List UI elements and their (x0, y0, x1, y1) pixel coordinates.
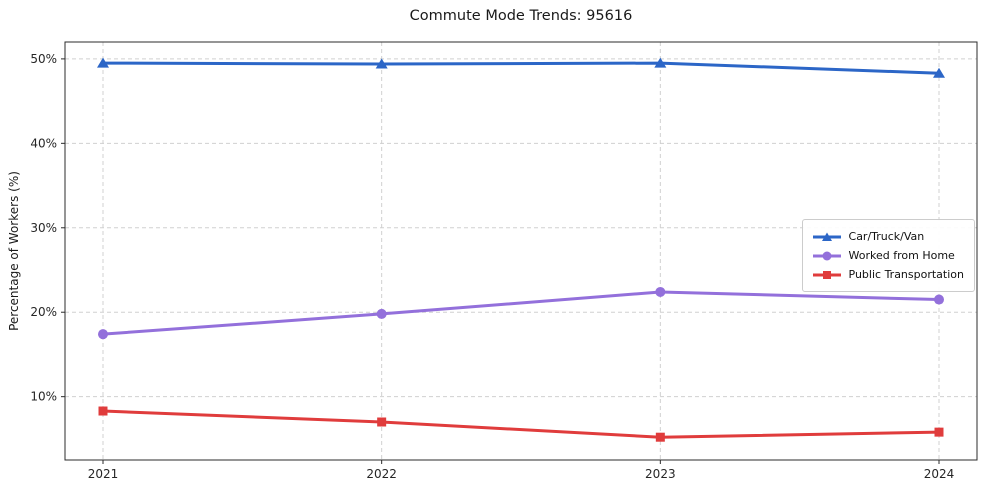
series-line (101, 290, 941, 336)
x-tick-label: 2021 (88, 467, 119, 481)
legend-label: Car/Truck/Van (848, 230, 925, 243)
data-point-marker (98, 406, 108, 416)
legend-item: Car/Truck/Van (812, 227, 964, 246)
data-point-marker (934, 427, 944, 437)
y-tick-label: 20% (30, 305, 57, 319)
y-tick-label: 10% (30, 390, 57, 404)
data-point-marker (97, 57, 109, 68)
legend-sample-triangle-icon (812, 232, 841, 241)
data-point-marker (655, 432, 665, 442)
x-tick-label: 2023 (645, 467, 676, 481)
data-point-marker (98, 329, 108, 340)
axes-box (64, 41, 978, 461)
data-point-marker (933, 67, 945, 78)
data-point-marker (376, 308, 387, 319)
chart-title: Commute Mode Trends: 95616 (409, 8, 633, 24)
y-tick-label: 40% (30, 136, 57, 150)
y-tick-label: 50% (30, 52, 57, 66)
legend-label: Worked from Home (848, 249, 955, 262)
data-point-marker (377, 417, 387, 427)
legend-sample-circle-icon (812, 251, 841, 260)
series-line (101, 409, 941, 439)
legend-item: Worked from Home (812, 246, 964, 265)
data-point-marker (934, 294, 944, 305)
legend-item: Public Transportation (812, 265, 964, 284)
data-point-marker (375, 58, 388, 69)
data-point-marker (655, 286, 666, 297)
legend-label: Public Transportation (848, 268, 964, 281)
y-tick-label: 30% (30, 221, 57, 235)
x-tick-label: 2022 (366, 467, 397, 481)
legend: Car/Truck/Van Worked from Home Public Tran… (801, 219, 975, 292)
x-tick-label: 2024 (924, 467, 955, 481)
legend-sample-square-icon (812, 270, 841, 279)
data-point-marker (654, 57, 667, 68)
series-line (101, 61, 941, 75)
